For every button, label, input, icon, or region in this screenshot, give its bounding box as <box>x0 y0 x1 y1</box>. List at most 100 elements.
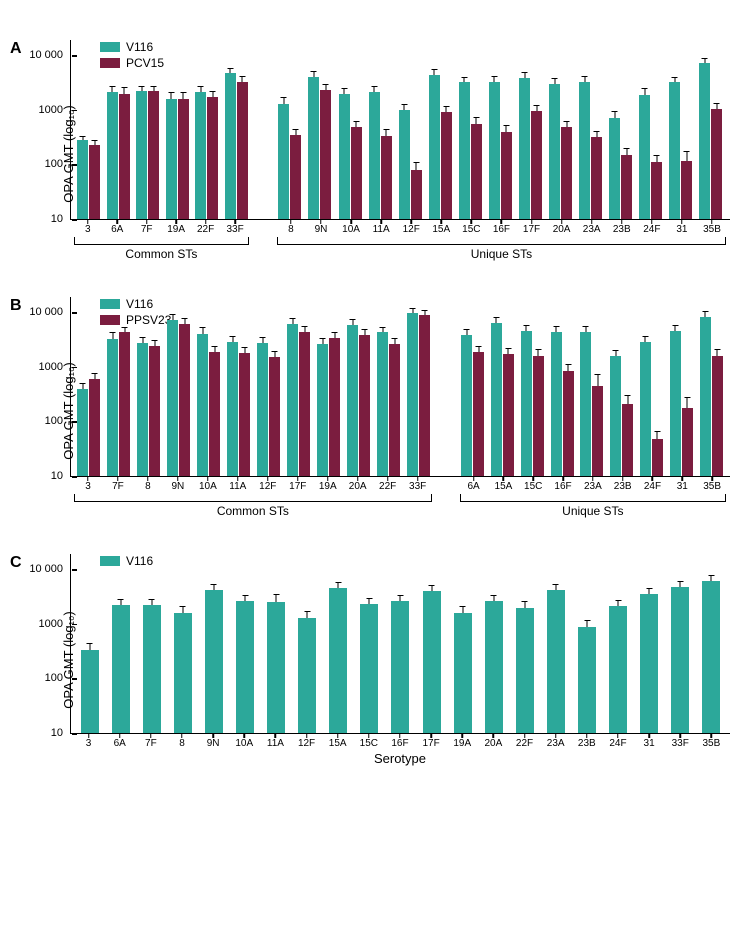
bar <box>77 140 88 219</box>
x-tick: 15A <box>492 477 516 492</box>
x-ticks-row: 36A7F19A22F33F89N10A11A12F15A15C16F17F20… <box>70 220 730 235</box>
x-tick: 16F <box>489 220 513 235</box>
x-tick: 35B <box>699 734 724 749</box>
bar <box>149 346 160 476</box>
bar-group <box>461 335 485 476</box>
plot-area: 10100100010 000 <box>70 40 730 220</box>
error-bar <box>124 327 125 333</box>
bar-group <box>137 343 161 476</box>
bar-group <box>167 320 191 476</box>
x-tick: 15A <box>325 734 350 749</box>
bar-group <box>201 590 226 733</box>
error-bar <box>656 155 657 162</box>
bar <box>699 63 710 219</box>
x-tick: 35B <box>700 220 724 235</box>
x-tick: 19A <box>316 477 340 492</box>
x-tick: 8 <box>279 220 303 235</box>
bar <box>167 320 178 476</box>
bar-group <box>491 323 515 476</box>
bar-group <box>458 82 482 219</box>
chart-wrap: OPA GMT (log₁₀)10100100010 00036A7F89N10… <box>70 554 735 766</box>
x-tick: 24F <box>641 477 665 492</box>
error-bar <box>183 92 184 98</box>
xtick-region: 36A7F19A22F33F <box>70 220 253 235</box>
error-bar <box>674 77 675 83</box>
y-tick: 10 <box>51 727 71 739</box>
bar <box>711 109 722 219</box>
bar <box>519 78 530 219</box>
x-tick: 23B <box>574 734 599 749</box>
x-tick: 31 <box>637 734 662 749</box>
x-axis-label: Serotype <box>70 751 730 766</box>
x-tick: 23A <box>543 734 568 749</box>
bar <box>195 92 206 219</box>
bar <box>473 352 484 476</box>
bar-group <box>639 95 663 219</box>
figure: AV116PCV15OPA GMT (log₁₀)10100100010 000… <box>10 40 735 766</box>
bar-group <box>488 82 512 219</box>
error-bar <box>478 346 479 352</box>
x-tick: 33F <box>223 220 246 235</box>
error-bar <box>649 588 650 594</box>
error-bar <box>369 598 370 604</box>
error-bar <box>566 121 567 127</box>
bars-area <box>71 297 730 476</box>
x-tick: 6A <box>462 477 486 492</box>
group-bracket <box>74 494 432 502</box>
bar <box>580 332 591 476</box>
error-bar <box>200 86 201 92</box>
error-bar <box>556 326 557 332</box>
panel-a: AV116PCV15OPA GMT (log₁₀)10100100010 000… <box>10 40 735 267</box>
bar <box>225 73 236 219</box>
bar <box>179 324 190 476</box>
error-bar <box>424 310 425 316</box>
bar-group <box>326 588 351 733</box>
bar <box>547 590 565 733</box>
x-tick: 10A <box>196 477 220 492</box>
error-bar <box>356 121 357 127</box>
error-bar <box>434 69 435 75</box>
bracket-row: Common STsUnique STs <box>70 237 730 267</box>
x-tick: 31 <box>670 220 694 235</box>
bar <box>391 601 409 733</box>
group-bracket-label: Unique STs <box>471 247 532 261</box>
y-tick: 100 <box>45 158 71 170</box>
bar <box>670 331 681 476</box>
x-tick: 20A <box>481 734 506 749</box>
bar <box>257 343 268 476</box>
bar-group <box>637 594 662 733</box>
x-tick: 12F <box>294 734 319 749</box>
bar <box>381 136 392 220</box>
bar-group <box>136 91 159 219</box>
x-tick: 16F <box>551 477 575 492</box>
panel-c: CV116OPA GMT (log₁₀)10100100010 00036A7F… <box>10 554 735 766</box>
bar <box>549 84 560 219</box>
bar <box>681 161 692 219</box>
error-bar <box>202 327 203 333</box>
bar-group <box>699 63 723 219</box>
error-bar <box>352 319 353 325</box>
bar <box>308 77 319 219</box>
bar-group <box>518 78 542 219</box>
error-bar <box>153 86 154 92</box>
bar <box>209 352 220 476</box>
error-bar <box>446 106 447 112</box>
chart-wrap: OPA GMT (log₁₀)10100100010 00036A7F19A22… <box>70 40 735 267</box>
bar <box>407 313 418 476</box>
group-bracket <box>74 237 249 245</box>
x-tick: 3 <box>76 477 100 492</box>
x-tick: 17F <box>419 734 444 749</box>
bar <box>227 342 238 476</box>
error-bar <box>680 581 681 587</box>
bar-group <box>197 334 221 476</box>
x-tick: 15C <box>356 734 381 749</box>
error-bar <box>364 329 365 335</box>
bar <box>441 112 452 219</box>
bar <box>503 354 514 476</box>
bars-area <box>71 40 730 219</box>
bar <box>148 91 159 219</box>
bar-group <box>450 613 475 733</box>
bar <box>610 356 621 476</box>
error-bar <box>94 140 95 145</box>
bar-group <box>264 602 289 733</box>
